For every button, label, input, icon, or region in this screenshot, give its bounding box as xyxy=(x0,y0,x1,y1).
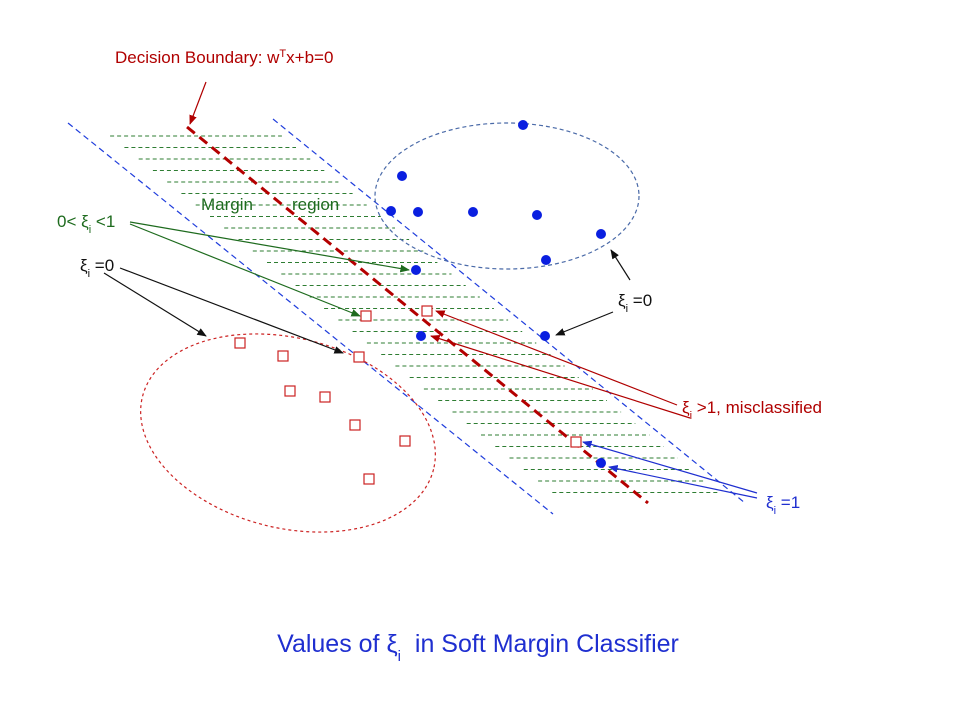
blue-point xyxy=(468,207,478,217)
red-square xyxy=(570,436,582,448)
margin-line-left xyxy=(67,122,554,515)
red-square xyxy=(363,473,375,485)
blue-points xyxy=(386,120,606,468)
red-square xyxy=(421,305,433,317)
xi-misclassified-label: ξi >1, misclassified xyxy=(682,398,822,422)
decision-boundary-label: Decision Boundary: wTx+b=0 xyxy=(115,48,333,67)
between-arrow-1 xyxy=(129,221,410,273)
blue-point xyxy=(540,331,550,341)
blue-point xyxy=(386,206,396,216)
blue-point xyxy=(596,458,606,468)
xi-zero-left-label: ξi =0 xyxy=(80,256,114,280)
red-square xyxy=(353,351,365,363)
xi-zero-arrow-1 xyxy=(103,272,207,337)
blue-point xyxy=(413,207,423,217)
xi-one-arrow-2 xyxy=(608,465,758,499)
boundary-arrow xyxy=(189,81,207,125)
xi-between-label: 0< ξi <1 xyxy=(57,212,115,236)
between-arrow-2 xyxy=(129,223,361,317)
page-title: Values of ξi in Soft Margin Classifier xyxy=(277,630,679,665)
red-square xyxy=(399,435,411,447)
decision-boundary-line xyxy=(186,125,649,505)
blue-point xyxy=(532,210,542,220)
misclassified-arrow-1 xyxy=(435,310,678,406)
blue-point xyxy=(518,120,528,130)
red-square xyxy=(360,310,372,322)
margin-line-right xyxy=(272,118,746,504)
red-square xyxy=(319,391,331,403)
red-square xyxy=(234,337,246,349)
xi-zero-right-arrow-1 xyxy=(610,249,631,281)
blue-point xyxy=(596,229,606,239)
red-squares xyxy=(234,305,582,485)
red-square xyxy=(277,350,289,362)
margin-word-label: Margin xyxy=(201,195,253,214)
xi-zero-arrow-2 xyxy=(119,267,344,354)
misclassified-arrow-2 xyxy=(430,334,691,419)
blue-point xyxy=(411,265,421,275)
red-square xyxy=(284,385,296,397)
xi-one-label: ξi =1 xyxy=(766,493,800,517)
blue-point xyxy=(416,331,426,341)
red-square xyxy=(349,419,361,431)
region-word-label: region xyxy=(292,195,339,214)
blue-point xyxy=(397,171,407,181)
xi-zero-right-label: ξi =0 xyxy=(618,291,652,315)
xi-zero-right-arrow-2 xyxy=(555,311,614,336)
blue-class-ellipse xyxy=(374,122,640,270)
xi-one-arrow-1 xyxy=(582,440,758,494)
red-class-ellipse xyxy=(140,333,436,533)
blue-point xyxy=(541,255,551,265)
